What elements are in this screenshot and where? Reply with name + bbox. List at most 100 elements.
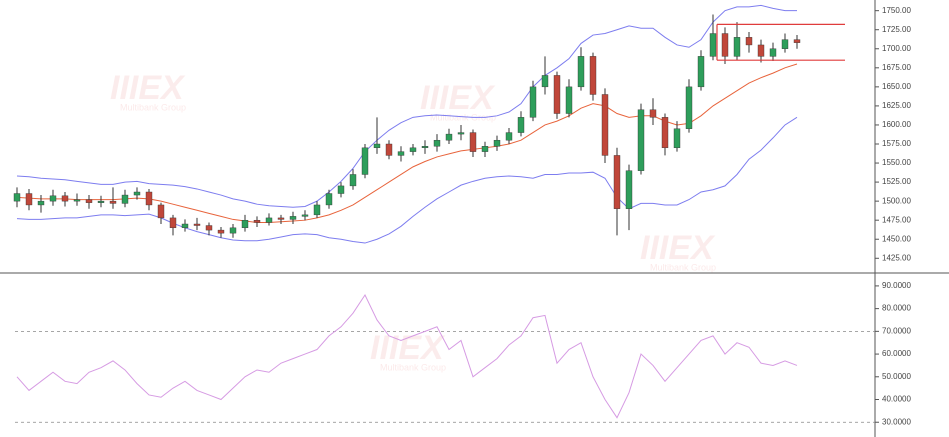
y-tick-label: 1600.00: [882, 120, 911, 129]
candle-body: [589, 56, 597, 95]
candle-body: [145, 191, 153, 206]
watermark-logo: IIIEX: [420, 79, 496, 117]
candle-body: [457, 132, 465, 135]
y-tick-label: 70.0000: [882, 326, 911, 335]
candle-body: [697, 56, 705, 88]
watermark-caption: Multibank Group: [430, 112, 496, 122]
y-tick-label: 1550.00: [882, 158, 911, 167]
y-tick-label: 1475.00: [882, 215, 911, 224]
candle-body: [229, 227, 237, 234]
y-tick-label: 1575.00: [882, 139, 911, 148]
candle-body: [373, 143, 381, 149]
candle-body: [121, 194, 129, 204]
candle-body: [793, 39, 801, 43]
y-tick-label: 1750.00: [882, 6, 911, 15]
candle-body: [469, 132, 477, 152]
y-tick-label: 1675.00: [882, 63, 911, 72]
candle-body: [481, 146, 489, 152]
candle-body: [649, 109, 657, 118]
y-tick-label: 1650.00: [882, 82, 911, 91]
candle-body: [553, 75, 561, 114]
candle-body: [61, 195, 69, 202]
candle-body: [433, 139, 441, 147]
candle-body: [661, 117, 669, 149]
y-tick-label: 50.0000: [882, 372, 911, 381]
candle-body: [361, 147, 369, 175]
candle-body: [253, 219, 261, 223]
y-tick-label: 90.0000: [882, 281, 911, 290]
candle-body: [625, 170, 633, 209]
y-tick-label: 40.0000: [882, 395, 911, 404]
candle-body: [217, 229, 225, 234]
candle-body: [205, 225, 213, 231]
watermark-caption: Multibank Group: [650, 262, 716, 272]
candle-body: [181, 223, 189, 229]
candle-body: [241, 219, 249, 229]
candle-body: [325, 193, 333, 206]
y-tick-label: 60.0000: [882, 349, 911, 358]
watermark-logo: IIIEX: [640, 229, 716, 267]
watermarks: IIIEX Multibank Group IIIEX Multibank Gr…: [110, 69, 716, 372]
y-tick-label: 1700.00: [882, 44, 911, 53]
candle-body: [541, 75, 549, 88]
candle-body: [505, 132, 513, 141]
outer-band: [16, 4, 797, 208]
candle-body: [397, 151, 405, 156]
candle-body: [685, 86, 693, 129]
candle-body: [193, 223, 201, 226]
candle-body: [85, 199, 93, 203]
candle-body: [529, 86, 537, 118]
candle-body: [25, 193, 33, 206]
candle-body: [277, 217, 285, 220]
rsi-line: [16, 293, 798, 419]
candle-body: [613, 155, 621, 209]
candle-body: [169, 217, 177, 229]
candle-body: [517, 117, 525, 133]
candle-body: [313, 204, 321, 216]
candle-body: [769, 48, 777, 57]
candle-body: [109, 200, 117, 204]
watermark-caption: Multibank Group: [120, 102, 186, 112]
candle-body: [301, 214, 309, 217]
candle-body: [73, 199, 81, 202]
y-tick-label: 1525.00: [882, 177, 911, 186]
candle-body: [337, 185, 345, 194]
candle-body: [757, 44, 765, 57]
candle-body: [37, 200, 45, 206]
candle-body: [421, 146, 429, 149]
candle-body: [13, 193, 21, 202]
y-tick-label: 1450.00: [882, 234, 911, 243]
candle-body: [673, 128, 681, 149]
candle-body: [133, 191, 141, 196]
candle-body: [265, 217, 273, 223]
candle-body: [577, 56, 585, 88]
candle-body: [733, 37, 741, 57]
candle-body: [745, 37, 753, 46]
candle-body: [601, 94, 609, 156]
y-tick-label: 80.0000: [882, 304, 911, 313]
candle-body: [349, 174, 357, 187]
candle-body: [289, 216, 297, 220]
watermark-logo: IIIEX: [370, 329, 446, 367]
candle-body: [49, 195, 57, 202]
candle-body: [709, 33, 717, 57]
y-tick-label: 1625.00: [882, 101, 911, 110]
y-tick-label: 1500.00: [882, 196, 911, 205]
outer-band: [16, 116, 798, 244]
candle-body: [565, 86, 573, 114]
candle-body: [385, 143, 393, 156]
candle-body: [493, 139, 501, 147]
candle-body: [409, 147, 417, 152]
candle-body: [445, 133, 453, 141]
candle-body: [721, 33, 729, 57]
y-tick-label: 1425.00: [882, 253, 911, 262]
y-tick-label: 30.0000: [882, 417, 911, 426]
candle-body: [97, 200, 105, 203]
candle-body: [781, 39, 789, 49]
candle-body: [157, 204, 165, 219]
y-tick-label: 1725.00: [882, 25, 911, 34]
candle-body: [637, 109, 645, 171]
watermark-caption: Multibank Group: [380, 362, 446, 372]
